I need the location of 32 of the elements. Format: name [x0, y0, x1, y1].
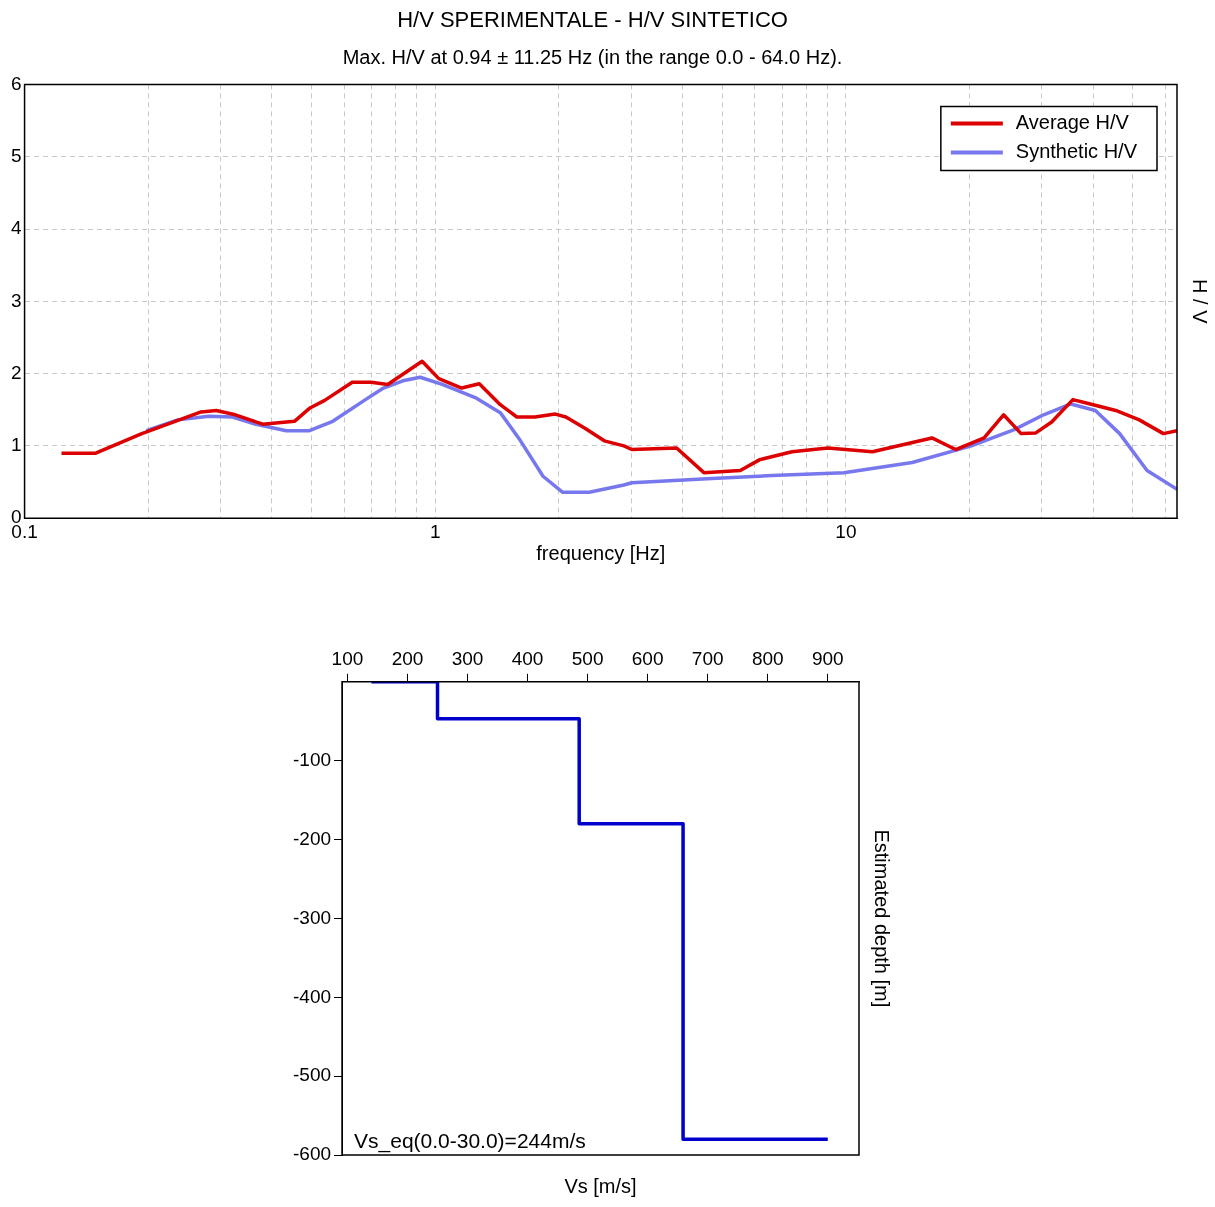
x-tick-label: 200	[391, 647, 424, 669]
y-tick-label: 5	[10, 144, 22, 166]
y-axis-title: Estimated depth [m]	[871, 829, 894, 1008]
legend-label: Synthetic H/V	[1015, 139, 1138, 162]
y-tick-label: 3	[10, 289, 22, 311]
y-tick-label: 6	[10, 72, 22, 94]
y-tick-label: 4	[10, 217, 22, 239]
chart-subtitle: Max. H/V at 0.94 ± 11.25 Hz (in the range 0.0 - 64.0 Hz).	[342, 45, 843, 68]
legend-label: Average H/V	[1015, 110, 1130, 133]
x-tick-label: 100	[331, 647, 364, 669]
x-tick-label: 1	[429, 520, 441, 542]
x-tick-label: 700	[691, 647, 724, 669]
x-tick-label: 300	[451, 647, 484, 669]
y-tick-label: -400	[293, 985, 332, 1007]
x-tick-label: 900	[811, 647, 844, 669]
y-tick-label: -200	[293, 827, 332, 849]
y-tick-label: -100	[293, 748, 332, 770]
chart-title: H/V SPERIMENTALE - H/V SINTETICO	[397, 7, 788, 33]
y-tick-label: 2	[10, 361, 22, 383]
y-tick-label: 1	[10, 434, 22, 456]
y-tick-label: -300	[293, 906, 332, 928]
x-tick-label: 10	[835, 520, 857, 542]
y-axis-title: H / V	[1189, 279, 1212, 325]
annotation: Vs_eq(0.0-30.0)=244m/s	[354, 1129, 586, 1154]
x-tick-label: 800	[751, 647, 784, 669]
x-tick-label: 400	[511, 647, 544, 669]
x-tick-label: 500	[571, 647, 604, 669]
x-axis-title: Vs [m/s]	[564, 1174, 637, 1197]
y-tick-label: -500	[293, 1064, 332, 1086]
x-axis-title: frequency [Hz]	[536, 541, 666, 564]
x-tick-label: 600	[631, 647, 664, 669]
y-tick-label: -600	[293, 1143, 332, 1165]
